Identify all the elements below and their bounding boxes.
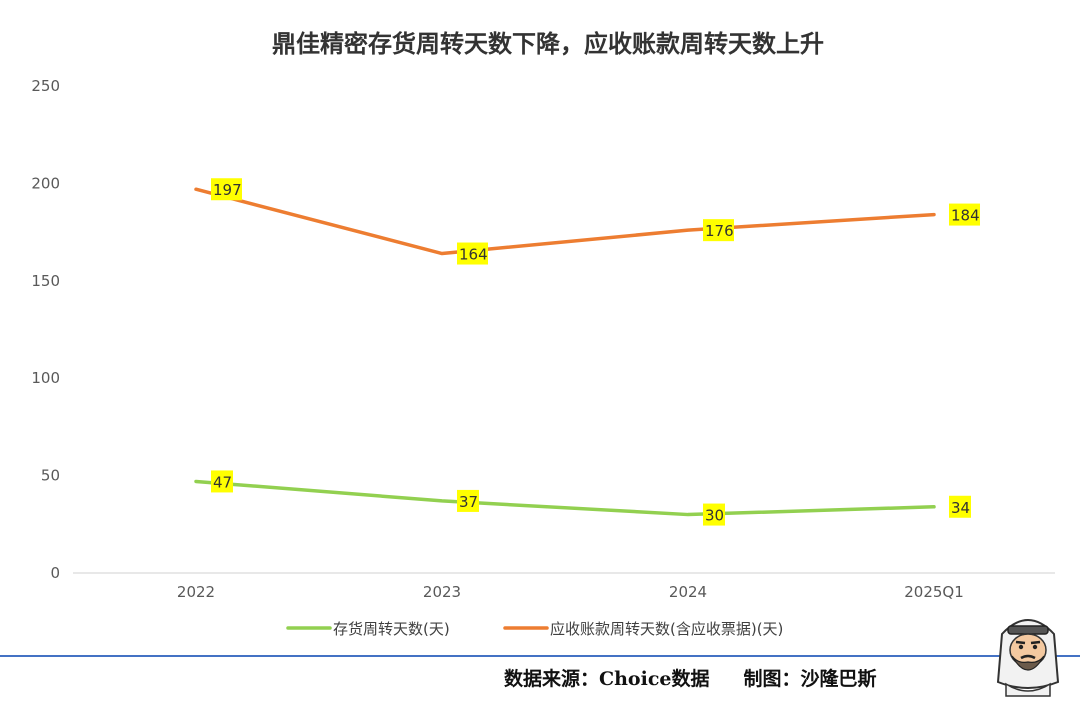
y-tick-label: 50: [41, 467, 60, 485]
data-label-highlight: [211, 470, 233, 493]
footer-divider: [0, 655, 1080, 657]
data-label: 47: [211, 470, 233, 493]
data-label-text: 197: [213, 181, 242, 199]
legend-item: 应收账款周转天数(含应收票据)(天): [503, 620, 783, 638]
y-tick-label: 150: [31, 272, 60, 290]
x-axis: 2022 2023 2024 2025Q1: [177, 583, 964, 601]
data-label: 164: [457, 242, 488, 265]
chart-title: 鼎佳精密存货周转天数下降，应收账款周转天数上升: [272, 29, 824, 58]
y-tick-label: 100: [31, 369, 60, 387]
y-axis: 0 50 100 150 200 250: [31, 77, 60, 582]
credit-note: 制图：沙隆巴斯: [743, 668, 877, 690]
data-label-text: 47: [213, 473, 232, 491]
data-label-text: 184: [951, 207, 980, 225]
data-label: 30: [703, 503, 725, 526]
bearded-man-mascot-icon: [996, 619, 1060, 697]
data-label-highlight: [949, 203, 980, 226]
data-label: 197: [211, 178, 242, 201]
legend-label: 应收账款周转天数(含应收票据)(天): [550, 620, 783, 638]
legend-label: 存货周转天数(天): [333, 620, 450, 638]
legend-item: 存货周转天数(天): [286, 620, 450, 638]
x-tick-label: 2024: [669, 583, 707, 601]
data-label-highlight: [703, 219, 734, 242]
data-label-highlight: [703, 503, 725, 526]
data-label-highlight: [211, 178, 242, 201]
y-tick-label: 250: [31, 77, 60, 95]
data-label-text: 176: [705, 222, 734, 240]
series-lines: [194, 187, 936, 517]
data-label: 184: [949, 203, 980, 226]
data-label-highlight: [949, 495, 971, 518]
x-tick-label: 2025Q1: [904, 583, 964, 601]
series-line-2: [194, 187, 936, 256]
x-tick-label: 2022: [177, 583, 215, 601]
y-tick-label: 0: [50, 564, 60, 582]
data-label-highlight: [457, 242, 488, 265]
data-label-text: 37: [459, 493, 478, 511]
data-labels: 47 37 30 34 197 164 176 184: [211, 178, 980, 526]
footer: 数据来源：Choice数据 制图：沙隆巴斯: [504, 664, 877, 691]
data-label-highlight: [457, 489, 479, 512]
data-label: 176: [703, 219, 734, 242]
source-note: 数据来源：Choice数据: [504, 668, 710, 690]
x-tick-label: 2023: [423, 583, 461, 601]
data-label-text: 30: [705, 507, 724, 525]
data-label-text: 164: [459, 246, 488, 264]
y-tick-label: 200: [31, 174, 60, 192]
series-line-1: [194, 479, 936, 517]
data-label: 34: [949, 495, 971, 518]
legend: 存货周转天数(天) 应收账款周转天数(含应收票据)(天): [286, 620, 783, 638]
line-chart: 鼎佳精密存货周转天数下降，应收账款周转天数上升 050100150200250 …: [31, 29, 1055, 638]
data-label: 37: [457, 489, 479, 512]
data-label-text: 34: [951, 499, 970, 517]
